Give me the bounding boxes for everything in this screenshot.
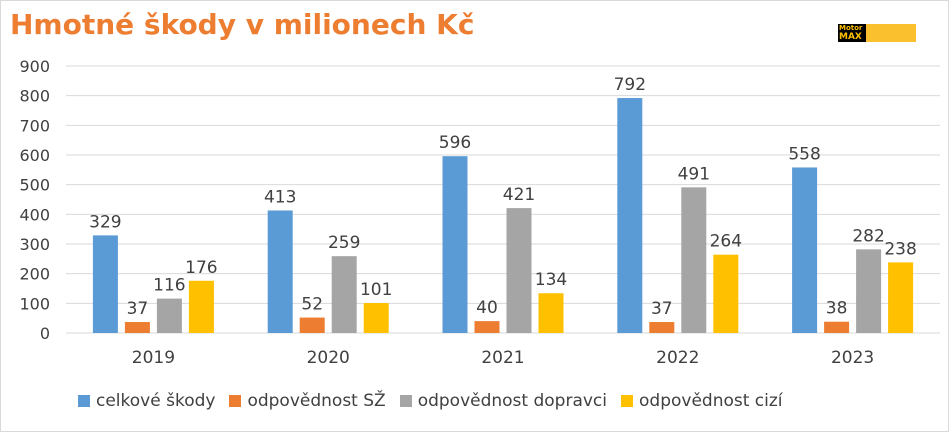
logo-yellow-block xyxy=(866,24,916,42)
legend-item: celkové škody xyxy=(78,391,215,411)
y-tick-label: 900 xyxy=(19,57,50,76)
legend-swatch xyxy=(621,395,634,407)
bar-odpovědnost-dopravci-2022 xyxy=(681,187,707,333)
data-label: 52 xyxy=(301,295,323,315)
data-label: 134 xyxy=(535,270,567,290)
x-tick-label: 2023 xyxy=(831,348,874,368)
legend-swatch xyxy=(229,395,242,407)
logo-dark-block xyxy=(838,24,866,42)
logo-text-max: MAX xyxy=(839,32,862,42)
logo-text-motor: Motor xyxy=(839,24,863,32)
x-tick-label: 2020 xyxy=(307,348,350,368)
data-label: 101 xyxy=(360,280,392,300)
x-tick-label: 2022 xyxy=(656,348,699,368)
bar-odpovědnost-cizí-2022 xyxy=(713,254,739,333)
legend-label: odpovědnost dopravci xyxy=(417,391,608,411)
data-label: 792 xyxy=(614,75,646,95)
legend-item: odpovědnost dopravci xyxy=(399,391,608,411)
legend-item: odpovědnost SŽ xyxy=(229,391,386,411)
data-label: 259 xyxy=(328,233,360,253)
bar-odpovědnost-dopravci-2019 xyxy=(156,298,182,333)
legend-label: odpovědnost SŽ xyxy=(247,391,386,411)
y-tick-label: 0 xyxy=(40,324,50,343)
data-label: 38 xyxy=(826,299,848,319)
data-label: 282 xyxy=(852,226,884,246)
data-label: 37 xyxy=(127,299,149,319)
bar-celkové-škody-2022 xyxy=(617,98,643,333)
data-label: 176 xyxy=(185,258,217,278)
legend-label: odpovědnost cizí xyxy=(639,391,783,411)
bar-odpovědnost-cizí-2021 xyxy=(538,293,564,333)
bar-odpovědnost-dopravci-2021 xyxy=(506,208,532,333)
x-tick-label: 2019 xyxy=(132,348,175,368)
y-tick-label: 600 xyxy=(19,146,50,165)
bar-celkové-škody-2023 xyxy=(792,167,818,333)
y-tick-label: 800 xyxy=(19,87,50,106)
bar-odpovědnost-cizí-2023 xyxy=(888,262,914,333)
chart-title: Hmotné škody v milionech Kč xyxy=(10,8,475,41)
data-label: 413 xyxy=(264,187,296,207)
data-label: 491 xyxy=(678,164,710,184)
y-tick-label: 100 xyxy=(19,294,50,313)
y-tick-label: 500 xyxy=(19,176,50,195)
bar-celkové-škody-2020 xyxy=(267,210,293,333)
legend-swatch xyxy=(78,395,90,407)
legend-label: celkové škody xyxy=(96,391,216,411)
bar-odpovědnost-SŽ-2020 xyxy=(299,317,325,333)
legend-swatch xyxy=(399,395,412,407)
data-label: 238 xyxy=(884,239,916,259)
bar-odpovědnost-SŽ-2022 xyxy=(649,322,675,333)
legend-item: odpovědnost cizí xyxy=(621,391,783,411)
chart-legend: celkové škody odpovědnost SŽ odpovědnost d… xyxy=(78,389,797,413)
data-label: 264 xyxy=(710,232,742,252)
bar-odpovědnost-dopravci-2020 xyxy=(331,256,357,333)
motormax-logo: Motor MAX xyxy=(838,24,916,42)
bar-odpovědnost-cizí-2020 xyxy=(363,303,389,333)
bar-odpovědnost-SŽ-2021 xyxy=(474,321,500,333)
bar-odpovědnost-cizí-2019 xyxy=(188,280,214,333)
y-tick-label: 700 xyxy=(19,116,50,135)
data-label: 37 xyxy=(651,299,673,319)
data-label: 558 xyxy=(788,144,820,164)
bar-odpovědnost-SŽ-2019 xyxy=(124,322,150,333)
bar-celkové-škody-2019 xyxy=(92,235,118,333)
bar-odpovědnost-dopravci-2023 xyxy=(856,249,882,333)
data-label: 116 xyxy=(153,276,185,296)
y-tick-label: 400 xyxy=(19,205,50,224)
data-label: 596 xyxy=(439,133,471,153)
bar-odpovědnost-SŽ-2023 xyxy=(824,321,850,333)
x-tick-label: 2021 xyxy=(481,348,524,368)
data-label: 329 xyxy=(89,212,121,232)
y-tick-label: 200 xyxy=(19,265,50,284)
y-tick-label: 300 xyxy=(19,235,50,254)
data-label: 421 xyxy=(503,185,535,205)
data-label: 40 xyxy=(476,298,498,318)
bar-celkové-škody-2021 xyxy=(442,156,468,333)
